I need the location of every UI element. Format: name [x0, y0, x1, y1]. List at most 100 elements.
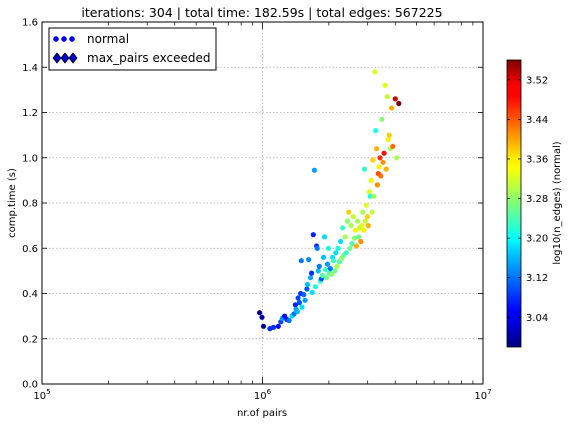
data-point — [338, 238, 344, 245]
data-point — [306, 257, 312, 263]
data-point — [302, 297, 308, 303]
data-point — [292, 302, 298, 308]
x-tick-label: 105 — [33, 388, 50, 402]
data-point — [355, 218, 361, 224]
data-point — [373, 146, 380, 152]
data-point — [321, 234, 328, 240]
colorbar-tick-label: 3.20 — [526, 234, 548, 245]
data-point — [347, 245, 353, 251]
data-point — [390, 143, 396, 149]
data-point — [334, 263, 340, 269]
data-point — [275, 323, 281, 329]
colorbar-label: log10(n_edges) (normal) — [552, 141, 563, 264]
data-point — [301, 292, 307, 298]
colorbar: 3.04 3.12 3.20 3.28 3.36 3.44 3.52 log10(n_edg… — [506, 59, 563, 348]
data-point — [381, 150, 387, 156]
data-point — [348, 223, 354, 229]
data-point — [320, 254, 327, 260]
data-point — [296, 300, 302, 306]
data-point — [389, 105, 395, 111]
data-point — [349, 241, 355, 247]
data-point — [371, 193, 377, 199]
data-point — [367, 193, 373, 199]
colorbar-tick-label: 3.04 — [526, 313, 548, 324]
data-point — [384, 94, 390, 100]
data-point — [379, 116, 385, 122]
data-point — [368, 177, 374, 183]
data-point — [370, 157, 376, 163]
data-point — [304, 286, 310, 292]
colorbar-tick-label: 3.44 — [526, 115, 548, 126]
data-point — [353, 243, 360, 249]
data-point — [385, 137, 391, 143]
data-point — [392, 96, 398, 102]
data-point — [373, 128, 379, 134]
data-point — [361, 227, 367, 233]
data-point — [361, 166, 368, 172]
legend-entry-normal: normal — [53, 32, 129, 46]
legend-marker-circle — [53, 36, 59, 42]
data-point — [330, 258, 337, 264]
colorbar-tick-label: 3.12 — [526, 273, 548, 284]
data-point — [319, 272, 325, 278]
x-tick-label: 106 — [254, 388, 272, 402]
data-point — [366, 189, 372, 195]
data-point — [257, 310, 263, 316]
data-point — [329, 271, 335, 277]
data-point — [380, 159, 386, 165]
data-point — [346, 209, 352, 215]
y-tick-label: 0.2 — [22, 334, 38, 345]
grid-lines — [42, 22, 483, 384]
y-tick-label: 1.6 — [22, 18, 38, 29]
data-point — [304, 281, 311, 288]
data-point — [359, 223, 365, 229]
data-point — [343, 250, 349, 256]
data-point — [396, 100, 402, 107]
data-point — [324, 261, 330, 267]
data-point — [340, 225, 346, 231]
y-tick-label: 1.0 — [22, 153, 38, 164]
y-tick-label: 0.0 — [22, 380, 38, 391]
data-point — [356, 234, 362, 240]
x-axis-ticks: 105 106 107 — [33, 22, 492, 402]
data-point — [322, 267, 329, 273]
data-point — [335, 245, 341, 251]
data-point — [286, 318, 292, 324]
data-point — [351, 235, 357, 241]
data-point — [294, 309, 300, 315]
data-point — [363, 202, 369, 208]
chart-title: iterations: 304 | total time: 182.59s | … — [81, 5, 442, 20]
legend-marker-circle — [61, 36, 67, 42]
data-point — [259, 314, 265, 320]
data-point — [350, 214, 356, 220]
colorbar-ticks: 3.04 3.12 3.20 3.28 3.36 3.44 3.52 — [507, 75, 548, 324]
data-point — [376, 164, 382, 170]
data-point — [298, 258, 304, 264]
data-point — [260, 323, 267, 329]
data-point — [344, 218, 351, 224]
data-point — [332, 268, 338, 274]
data-point — [358, 238, 364, 245]
data-point — [378, 173, 384, 179]
legend-label-max-pairs-exceeded: max_pairs exceeded — [87, 51, 211, 65]
legend-box — [48, 27, 217, 71]
data-point — [323, 275, 330, 281]
data-point — [372, 69, 378, 75]
colorbar-gradient — [506, 59, 522, 348]
data-point — [383, 166, 389, 172]
data-point — [312, 284, 319, 290]
legend-marker-diamond — [52, 52, 62, 64]
data-point — [333, 250, 339, 256]
data-point — [295, 295, 301, 301]
data-point — [386, 132, 392, 138]
y-tick-label: 1.2 — [22, 108, 38, 119]
data-point — [309, 270, 315, 276]
legend-marker-diamond — [68, 52, 78, 64]
data-point — [311, 167, 317, 173]
colorbar-tick-label: 3.28 — [526, 194, 548, 205]
data-point — [394, 155, 400, 161]
data-point — [377, 155, 383, 161]
x-axis-label: nr.of pairs — [237, 408, 287, 419]
scatter-points — [257, 69, 402, 332]
data-point — [315, 268, 321, 274]
